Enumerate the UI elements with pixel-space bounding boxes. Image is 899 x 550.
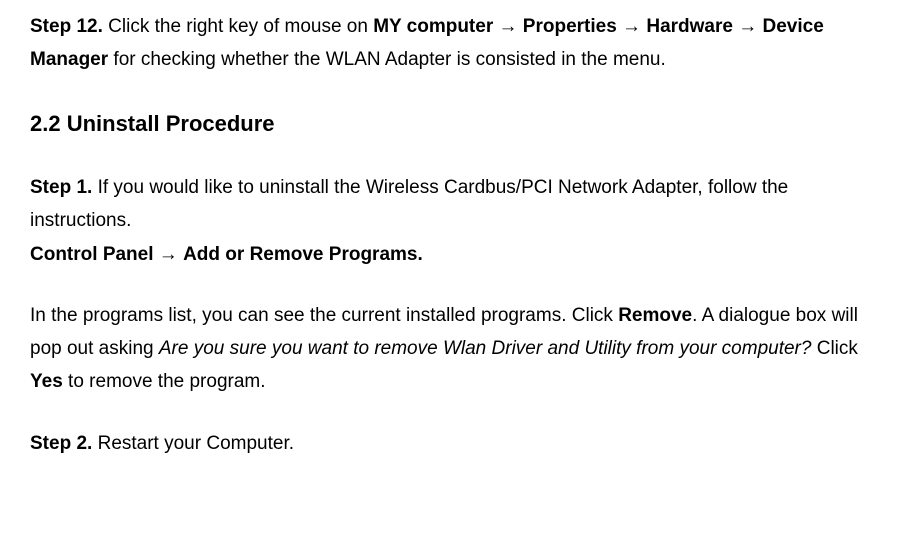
step12-label: Step 12.: [30, 16, 103, 37]
para2-post2: Click: [811, 338, 857, 359]
step12-pre: Click the right key of mouse on: [103, 16, 373, 37]
arrow-icon: →: [154, 244, 184, 265]
para2-pre: In the programs list, you can see the cu…: [30, 305, 618, 326]
path-hardware: Hardware: [646, 16, 733, 37]
remove-word: Remove: [618, 305, 692, 326]
step12-post: for checking whether the WLAN Adapter is…: [108, 49, 666, 70]
arrow-icon: →: [733, 16, 763, 37]
step1-label: Step 1.: [30, 177, 92, 198]
yes-word: Yes: [30, 371, 63, 392]
para2-post3: to remove the program.: [63, 371, 266, 392]
remove-paragraph: In the programs list, you can see the cu…: [30, 299, 869, 399]
path-addremove: Add or Remove Programs.: [183, 244, 423, 265]
step12-paragraph: Step 12. Click the right key of mouse on…: [30, 10, 869, 77]
step1-paragraph: Step 1. If you would like to uninstall t…: [30, 171, 869, 238]
step2-paragraph: Step 2. Restart your Computer.: [30, 427, 869, 460]
section-heading: 2.2 Uninstall Procedure: [30, 105, 869, 144]
step2-body: Restart your Computer.: [92, 433, 294, 454]
path-properties: Properties: [523, 16, 617, 37]
arrow-icon: →: [493, 16, 523, 37]
arrow-icon: →: [617, 16, 647, 37]
document-page: Step 12. Click the right key of mouse on…: [0, 0, 899, 550]
spacer: [30, 399, 869, 427]
dialog-question: Are you sure you want to remove Wlan Dri…: [159, 338, 812, 359]
path-controlpanel: Control Panel: [30, 244, 154, 265]
step1-path: Control Panel → Add or Remove Programs.: [30, 238, 869, 271]
step1-body: If you would like to uninstall the Wirel…: [30, 177, 788, 231]
step2-label: Step 2.: [30, 433, 92, 454]
path-mycomputer: MY computer: [373, 16, 493, 37]
spacer: [30, 271, 869, 299]
